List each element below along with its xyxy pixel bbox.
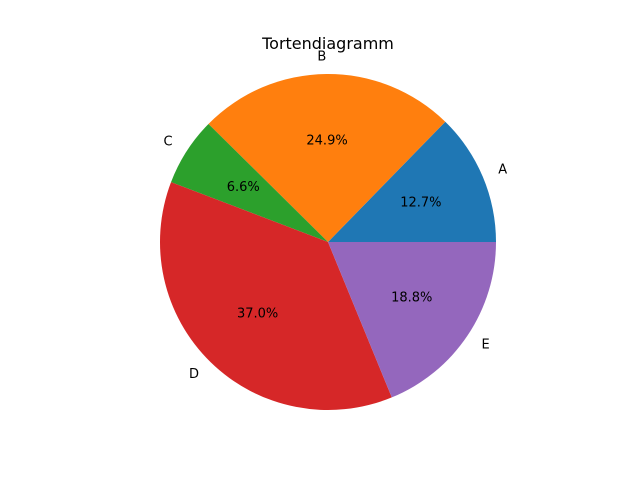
pie-slice-c <box>171 123 328 242</box>
pie-slice-d <box>159 182 392 410</box>
slice-label-d: D <box>189 367 199 382</box>
pct-label-c: 6.6% <box>227 180 260 195</box>
slice-label-b: B <box>317 50 326 65</box>
pct-label-e: 18.8% <box>391 291 432 306</box>
pie-slice-a <box>328 121 496 242</box>
pct-label-a: 12.7% <box>400 195 441 210</box>
pie-labels: A 12.7% B 24.9% C 6.6% D 37.0% E 18.8% <box>164 50 508 382</box>
pie-slices <box>159 73 496 410</box>
pie-slice-b <box>208 73 446 242</box>
pct-label-d: 37.0% <box>237 307 278 322</box>
pie-slice-e <box>328 242 496 398</box>
slice-label-a: A <box>498 163 507 178</box>
slice-label-c: C <box>164 135 173 150</box>
chart-title: Tortendiagramm <box>261 34 394 53</box>
pct-label-b: 24.9% <box>306 134 347 149</box>
slice-label-e: E <box>481 337 489 352</box>
